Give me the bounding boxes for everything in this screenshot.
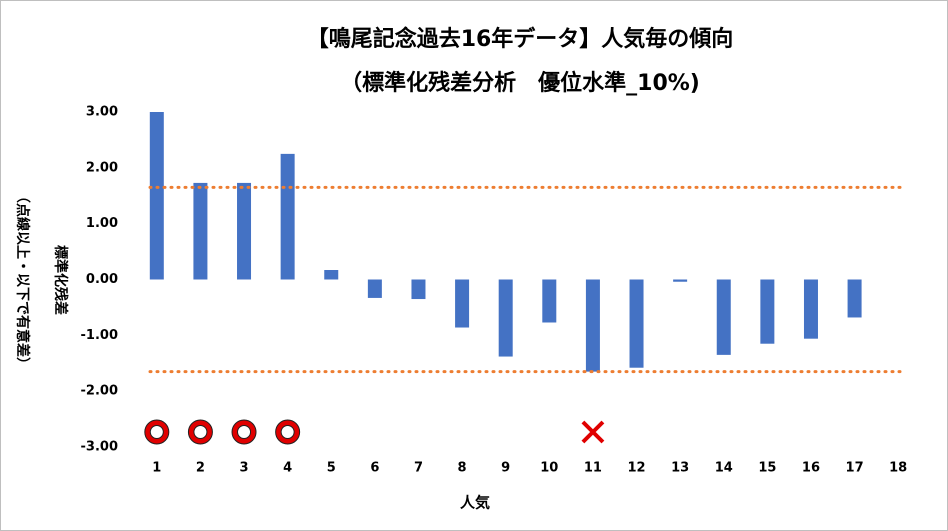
- x-axis-label: 人気: [460, 494, 490, 512]
- x-tick-label: 5: [327, 461, 336, 476]
- y-tick-label: -1.00: [81, 328, 118, 343]
- bar: [498, 279, 513, 357]
- y-tick-label: -2.00: [81, 384, 118, 399]
- y-axis-label: 標準化残差: [52, 245, 69, 315]
- chart-title: 【鳴尾記念過去16年データ】人気毎の傾向: [307, 26, 734, 52]
- bar: [149, 112, 164, 280]
- bar: [411, 279, 426, 300]
- y-tick-label: -3.00: [81, 440, 118, 455]
- marker-circle-inner: [280, 425, 295, 439]
- bar: [280, 153, 295, 280]
- bar: [237, 182, 252, 280]
- marker-circle-inner: [149, 425, 164, 439]
- x-tick-label: 12: [627, 461, 645, 476]
- bar: [673, 279, 688, 282]
- bar: [455, 279, 470, 328]
- bar: [585, 279, 600, 372]
- marker-cross: [581, 420, 605, 444]
- x-tick-label: 18: [889, 461, 907, 476]
- x-tick-label: 7: [414, 461, 423, 476]
- x-tick-label: 2: [196, 461, 205, 476]
- x-tick-label: 13: [671, 461, 689, 476]
- y-tick-label: 2.00: [86, 160, 118, 175]
- y-tick-label: 1.00: [86, 216, 118, 231]
- x-tick-label: 10: [540, 461, 558, 476]
- y-tick-label: 0.00: [86, 272, 118, 287]
- y-tick-label: 3.00: [86, 105, 118, 120]
- x-tick-label: 8: [458, 461, 467, 476]
- chart-subtitle: （標準化残差分析 優位水準_10%): [340, 70, 700, 96]
- x-tick-label: 4: [283, 461, 292, 476]
- bar: [716, 279, 731, 355]
- marker-circle-inner: [193, 425, 208, 439]
- bar: [324, 270, 339, 280]
- bar: [542, 279, 557, 323]
- bar: [803, 279, 818, 339]
- x-tick-label: 9: [501, 461, 510, 476]
- x-tick-label: 3: [240, 461, 249, 476]
- y-axis-note: （点線以上・以下で有意差）: [14, 189, 31, 371]
- bar: [760, 279, 775, 344]
- marker-circle-inner: [237, 425, 252, 439]
- bar: [193, 182, 208, 280]
- x-tick-label: 17: [846, 461, 864, 476]
- bar: [367, 279, 382, 298]
- x-tick-label: 6: [370, 461, 379, 476]
- x-tick-label: 11: [584, 461, 602, 476]
- x-tick-label: 1: [152, 461, 161, 476]
- bar: [629, 279, 644, 368]
- x-tick-label: 15: [758, 461, 776, 476]
- bar: [847, 279, 862, 318]
- x-tick-label: 14: [715, 461, 733, 476]
- x-tick-label: 16: [802, 461, 820, 476]
